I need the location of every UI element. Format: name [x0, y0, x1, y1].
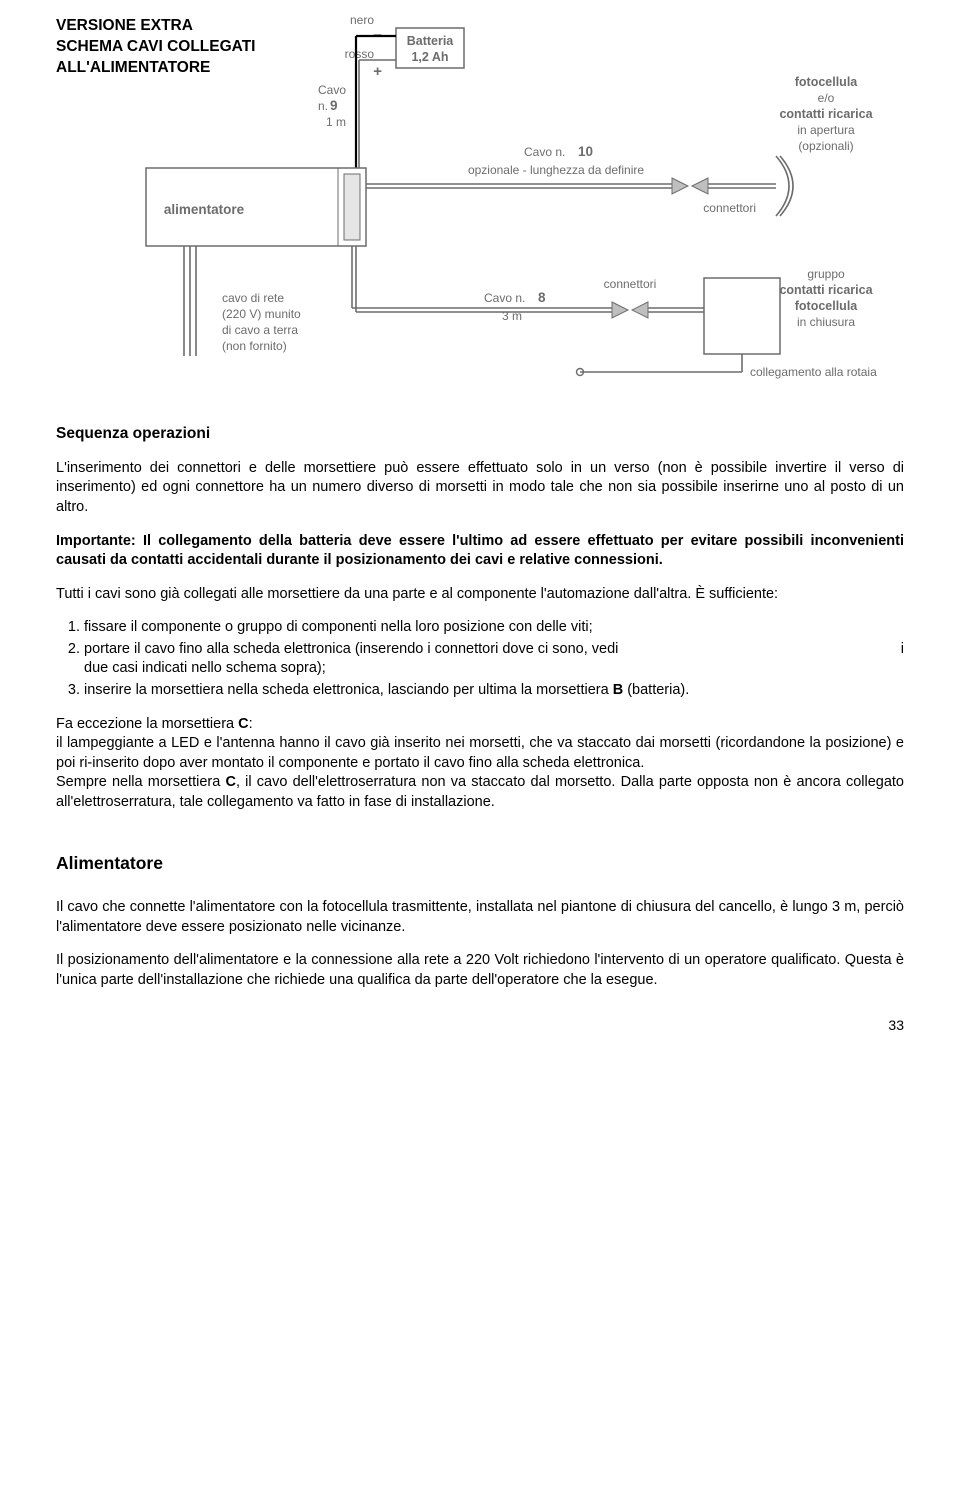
alimentatore-p2: Il posizionamento dell'alimentatore e la… [56, 951, 904, 990]
step-1: fissare il componente o gruppo di compon… [84, 618, 904, 638]
svg-text:in chiusura: in chiusura [797, 315, 855, 329]
svg-text:fotocellula: fotocellula [795, 299, 859, 313]
svg-text:8: 8 [538, 290, 546, 305]
svg-text:gruppo: gruppo [807, 267, 845, 281]
svg-text:cavo di rete: cavo di rete [222, 291, 284, 305]
svg-text:in apertura: in apertura [797, 123, 855, 137]
svg-text:e/o: e/o [818, 91, 835, 105]
svg-text:collegamento alla rotaia: collegamento alla rotaia [750, 365, 877, 379]
title-line-1: VERSIONE EXTRA [56, 17, 193, 34]
step-3b: B [613, 682, 623, 698]
p4-l1a: Fa eccezione la morsettiera [56, 716, 238, 732]
svg-text:connettori: connettori [703, 201, 756, 215]
svg-text:contatti ricarica: contatti ricarica [779, 283, 873, 297]
sequenza-p3: Tutti i cavi sono già collegati alle mor… [56, 585, 904, 605]
svg-text:(opzionali): (opzionali) [798, 139, 853, 153]
svg-text:contatti ricarica: contatti ricarica [779, 107, 873, 121]
svg-text:alimentatore: alimentatore [164, 202, 245, 217]
step-2a: portare il cavo fino alla scheda elettro… [84, 640, 618, 660]
svg-text:3 m: 3 m [502, 309, 522, 323]
svg-text:10: 10 [578, 144, 593, 159]
page-number: 33 [56, 1016, 904, 1035]
step-2: portare il cavo fino alla scheda elettro… [84, 640, 904, 679]
svg-text:nero: nero [350, 16, 374, 27]
svg-text:Cavo: Cavo [318, 83, 346, 97]
step-3a: inserire la morsettiera nella scheda ele… [84, 682, 613, 698]
step-1-text: fissare il componente o gruppo di compon… [84, 619, 593, 635]
svg-text:(220 V) munito: (220 V) munito [222, 307, 301, 321]
section-alimentatore-title: Alimentatore [56, 852, 904, 876]
step-2c: due casi indicati nello schema sopra); [84, 660, 326, 676]
svg-text:Batteria: Batteria [407, 34, 455, 48]
page-title: VERSIONE EXTRA SCHEMA CAVI COLLEGATI ALL… [56, 16, 256, 79]
step-3: inserire la morsettiera nella scheda ele… [84, 681, 904, 701]
svg-text:(non fornito): (non fornito) [222, 339, 287, 353]
sequenza-p1: L'inserimento dei connettori e delle mor… [56, 459, 904, 518]
svg-text:9: 9 [330, 98, 338, 113]
svg-text:fotocellula: fotocellula [795, 75, 859, 89]
sequenza-p4-body: il lampeggiante a LED e l'antenna hanno … [56, 734, 904, 773]
sequenza-p4: Fa eccezione la morsettiera C: [56, 715, 904, 735]
section-sequenza-title: Sequenza operazioni [56, 424, 904, 445]
svg-text:1,2 Ah: 1,2 Ah [411, 50, 448, 64]
sequenza-p4-body2: Sempre nella morsettiera C, il cavo dell… [56, 773, 904, 812]
title-line-2: SCHEMA CAVI COLLEGATI [56, 38, 256, 55]
svg-text:1 m: 1 m [326, 115, 346, 129]
title-line-3: ALL'ALIMENTATORE [56, 59, 210, 76]
p4-b2b: C [225, 774, 235, 790]
svg-text:opzionale - lunghezza da defin: opzionale - lunghezza da definire [468, 163, 644, 177]
step-2b: i [901, 640, 904, 660]
sequenza-steps: fissare il componente o gruppo di compon… [56, 618, 904, 700]
alimentatore-p1: Il cavo che connette l'alimentatore con … [56, 898, 904, 937]
svg-text:di cavo a terra: di cavo a terra [222, 323, 298, 337]
p4-b2a: Sempre nella morsettiera [56, 774, 225, 790]
svg-text:rosso: rosso [345, 47, 375, 61]
p4-l1b: C [238, 716, 248, 732]
sequenza-important: Importante: Il collegamento della batter… [56, 532, 904, 571]
svg-text:connettori: connettori [604, 277, 657, 291]
svg-text:Cavo n.: Cavo n. [484, 291, 525, 305]
svg-text:n.: n. [318, 99, 328, 113]
step-3c: (batteria). [623, 682, 689, 698]
svg-text:+: + [373, 63, 382, 80]
p4-l1c: : [249, 716, 253, 732]
svg-text:Cavo n.: Cavo n. [524, 145, 565, 159]
